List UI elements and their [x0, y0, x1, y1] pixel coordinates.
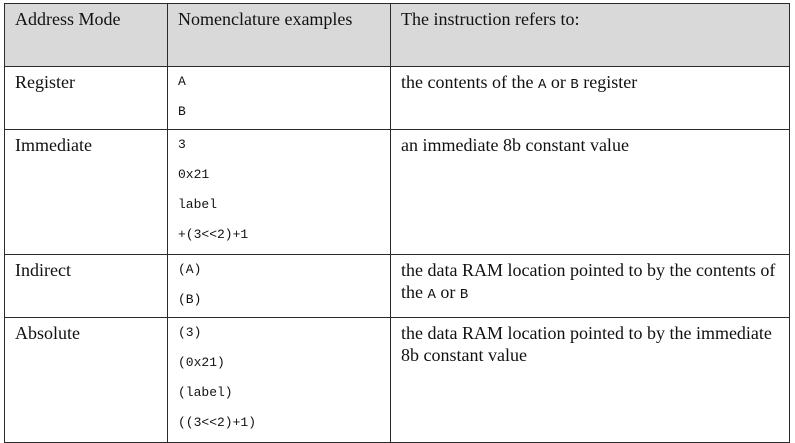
table-row-register: Register A B the contents of the A or B …	[4, 66, 790, 130]
description-cell: the data RAM location pointed to by the …	[390, 317, 790, 443]
example-code: A	[178, 74, 186, 89]
description-text: or	[435, 282, 460, 302]
address-mode-table: Address Mode Nomenclature examples The i…	[4, 3, 790, 443]
header-row: Address Mode Nomenclature examples The i…	[4, 3, 790, 67]
description-text: the data RAM location pointed to by the …	[401, 260, 776, 302]
address-mode-cell: Absolute	[4, 317, 168, 443]
example-code: B	[178, 104, 186, 119]
description-cell: an immediate 8b constant value	[390, 129, 790, 255]
example-code: +(3<<2)+1	[178, 227, 249, 242]
description-code: B	[570, 77, 579, 93]
description-text: register	[578, 72, 638, 92]
description-code: A	[427, 287, 436, 303]
example-code: ((3<<2)+1)	[178, 415, 257, 430]
description-text: an immediate 8b constant value	[401, 135, 629, 155]
table-row-absolute: Absolute (3) (0x21) (label) ((3<<2)+1) t…	[4, 317, 790, 443]
example-code: (3)	[178, 325, 202, 340]
examples-cell: (3) (0x21) (label) ((3<<2)+1)	[167, 317, 391, 443]
example-code: 0x21	[178, 167, 210, 182]
description-code: A	[537, 77, 547, 93]
examples-cell: A B	[167, 66, 391, 130]
example-code: label	[178, 197, 218, 212]
address-mode-cell: Register	[4, 66, 168, 130]
address-mode-cell: Indirect	[4, 254, 168, 318]
example-code: 3	[178, 137, 186, 152]
header-instruction-refers-to: The instruction refers to:	[390, 3, 790, 67]
examples-cell: 3 0x21 label +(3<<2)+1	[167, 129, 391, 255]
example-code: (0x21)	[178, 355, 225, 370]
example-code: (A)	[178, 262, 202, 277]
examples-cell: (A) (B)	[167, 254, 391, 318]
description-code: B	[459, 287, 469, 303]
example-code: (B)	[178, 292, 202, 307]
description-text: or	[546, 72, 571, 92]
description-text: the contents of the	[401, 72, 538, 92]
description-text: the data RAM location pointed to by the …	[401, 323, 772, 365]
example-code: (label)	[178, 385, 233, 400]
address-mode-cell: Immediate	[4, 129, 168, 255]
header-address-mode: Address Mode	[4, 3, 168, 67]
description-cell: the contents of the A or B register	[390, 66, 790, 130]
table-row-indirect: Indirect (A) (B) the data RAM location p…	[4, 254, 790, 318]
header-nomenclature-examples: Nomenclature examples	[167, 3, 391, 67]
table-row-immediate: Immediate 3 0x21 label +(3<<2)+1 an imme…	[4, 129, 790, 255]
description-cell: the data RAM location pointed to by the …	[390, 254, 790, 318]
